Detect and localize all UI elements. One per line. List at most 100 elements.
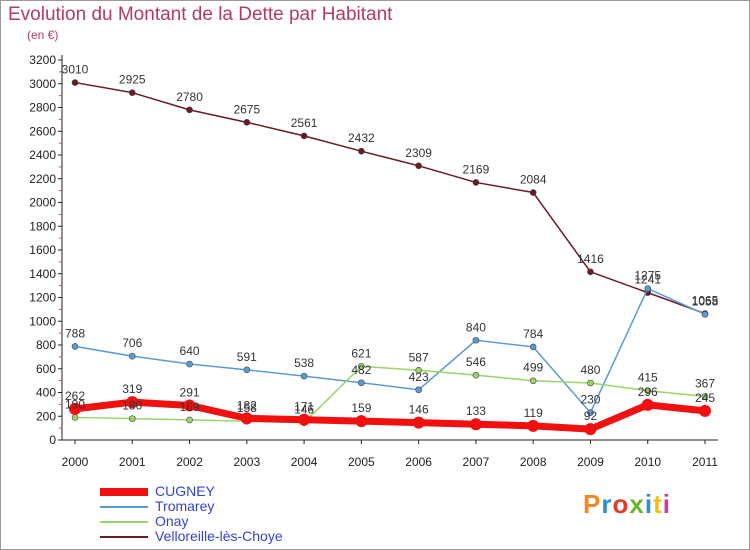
data-label: 788 bbox=[65, 326, 85, 340]
data-label: 230 bbox=[580, 393, 600, 407]
data-label: 262 bbox=[65, 389, 85, 403]
data-label: 146 bbox=[409, 403, 429, 417]
series-line bbox=[74, 81, 706, 315]
data-label: 546 bbox=[466, 355, 486, 369]
data-point bbox=[186, 360, 193, 368]
chart-legend: CUGNEY Tromarey Onay Velloreille-lès-Cho… bbox=[100, 483, 330, 544]
y-tick-label: 400 bbox=[36, 386, 56, 400]
logo-letter: i bbox=[644, 489, 654, 519]
data-label: 2561 bbox=[291, 116, 318, 130]
y-tick-label: 2400 bbox=[29, 148, 56, 162]
data-label: 2675 bbox=[233, 102, 260, 116]
data-label: 2780 bbox=[176, 90, 203, 104]
data-label: 296 bbox=[638, 385, 658, 399]
legend-item-tromarey: Tromarey bbox=[100, 498, 330, 514]
y-tick-label: 0 bbox=[49, 433, 56, 447]
logo-letter: r bbox=[601, 489, 613, 519]
proxiti-logo: Proxiti bbox=[583, 489, 671, 520]
data-label: 621 bbox=[351, 346, 371, 360]
data-label: 415 bbox=[638, 371, 658, 385]
data-label: 840 bbox=[466, 320, 486, 334]
logo-letter: i bbox=[662, 489, 671, 519]
data-label: 2169 bbox=[463, 162, 490, 176]
data-point bbox=[641, 398, 654, 411]
y-tick-label: 3000 bbox=[29, 77, 56, 91]
chart-title: Evolution du Montant de la Dette par Hab… bbox=[8, 4, 393, 25]
data-point bbox=[469, 418, 482, 431]
data-label: 1416 bbox=[577, 252, 604, 266]
data-point bbox=[69, 402, 81, 415]
data-point bbox=[358, 147, 365, 155]
legend-label-cugney: CUGNEY bbox=[155, 483, 215, 499]
series-line bbox=[74, 287, 706, 414]
data-point bbox=[355, 415, 368, 428]
data-label: 245 bbox=[695, 391, 715, 405]
data-label: 291 bbox=[180, 385, 200, 399]
data-point bbox=[415, 162, 422, 170]
data-label: 1275 bbox=[634, 269, 661, 283]
data-point bbox=[358, 379, 365, 387]
data-point bbox=[587, 268, 594, 276]
y-tick-label: 2600 bbox=[29, 124, 56, 138]
data-point bbox=[587, 409, 594, 416]
data-label: 2309 bbox=[405, 146, 432, 160]
data-point bbox=[584, 423, 597, 436]
series-line bbox=[74, 365, 706, 424]
data-label: 3010 bbox=[62, 63, 89, 77]
data-point bbox=[186, 416, 193, 424]
y-tick-label: 1000 bbox=[29, 314, 56, 328]
data-label: 1241 bbox=[634, 273, 661, 287]
y-tick-label: 200 bbox=[36, 409, 56, 423]
data-label: 159 bbox=[351, 401, 371, 415]
data-point bbox=[128, 352, 136, 360]
y-tick-label: 800 bbox=[36, 338, 56, 352]
data-label: 190 bbox=[65, 397, 85, 411]
data-label: 591 bbox=[237, 350, 257, 364]
y-tick-label: 2000 bbox=[29, 196, 56, 210]
legend-item-velloreille: Velloreille-lès-Choye bbox=[100, 528, 330, 544]
y-tick-label: 600 bbox=[36, 362, 56, 376]
x-tick-label: 2011 bbox=[692, 455, 718, 469]
data-point bbox=[71, 414, 79, 421]
data-label: 587 bbox=[409, 350, 429, 364]
data-point bbox=[699, 404, 711, 417]
data-point bbox=[587, 379, 594, 387]
data-point bbox=[300, 372, 308, 380]
data-label: 171 bbox=[294, 400, 314, 414]
data-label: 784 bbox=[523, 327, 543, 341]
x-tick-label: 2002 bbox=[176, 455, 203, 469]
data-point bbox=[126, 396, 139, 409]
data-point bbox=[186, 106, 193, 114]
data-label: 146 bbox=[294, 403, 314, 417]
data-point bbox=[415, 386, 422, 394]
data-point bbox=[128, 89, 136, 96]
y-tick-label: 2800 bbox=[29, 101, 56, 115]
x-tick-label: 2010 bbox=[634, 455, 661, 469]
data-point bbox=[527, 419, 540, 432]
data-point bbox=[472, 336, 480, 344]
x-tick-label: 2000 bbox=[62, 455, 89, 469]
data-point bbox=[415, 366, 422, 374]
series-line bbox=[74, 398, 706, 433]
x-tick-label: 2005 bbox=[348, 455, 375, 469]
data-label: 133 bbox=[466, 404, 486, 418]
legend-item-cugney: CUGNEY bbox=[100, 483, 330, 499]
data-point bbox=[71, 343, 79, 350]
logo-letter: o bbox=[612, 489, 630, 519]
data-point bbox=[243, 119, 251, 126]
data-label: 1058 bbox=[692, 294, 719, 308]
data-point bbox=[529, 343, 537, 351]
data-point bbox=[128, 415, 136, 422]
data-label: 538 bbox=[294, 356, 314, 370]
legend-label-onay: Onay bbox=[155, 513, 189, 529]
logo-letter: P bbox=[583, 489, 602, 519]
y-tick-label: 1400 bbox=[29, 267, 56, 281]
data-label: 169 bbox=[180, 400, 200, 414]
data-label: 2084 bbox=[520, 173, 547, 187]
data-label: 2432 bbox=[348, 131, 375, 145]
data-point bbox=[358, 362, 365, 370]
data-label: 319 bbox=[122, 382, 142, 396]
data-label: 158 bbox=[237, 401, 257, 415]
x-tick-label: 2004 bbox=[291, 455, 318, 469]
